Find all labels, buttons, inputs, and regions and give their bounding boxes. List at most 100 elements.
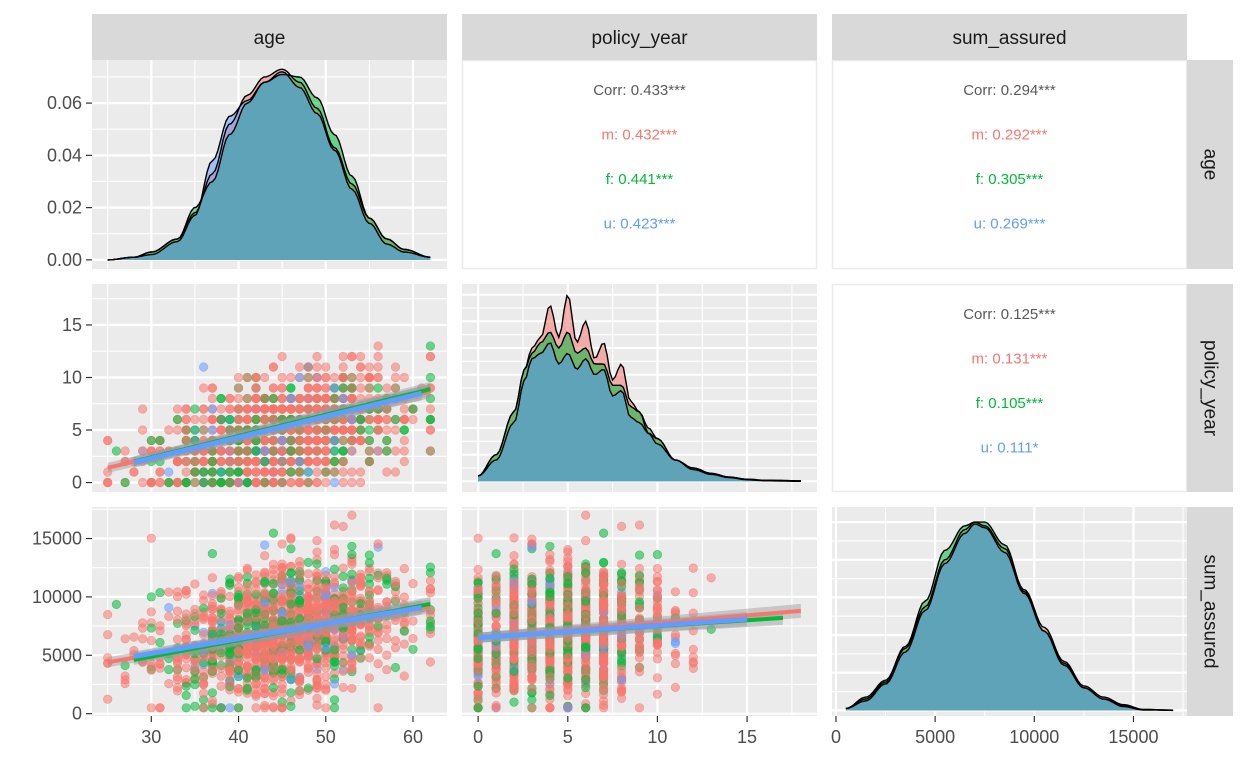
age-policy-year-point (399, 372, 409, 383)
age-sum-assured-point (347, 578, 357, 588)
policy-year-sum-assured-point (616, 559, 627, 569)
age-sum-assured-point (277, 703, 287, 713)
age-policy-year-point (373, 341, 383, 351)
age-sum-assured-point (138, 634, 148, 644)
age-policy-year-point (364, 362, 375, 372)
x-axis-policy-year: 0 5 10 15 (473, 716, 757, 747)
y-tick-label: 10000 (32, 587, 82, 607)
age-policy-year-point (303, 362, 313, 372)
x-tick-label: 0 (831, 727, 841, 747)
age-sum-assured-point (373, 539, 383, 549)
policy-year-sum-assured-point (581, 642, 591, 652)
x-tick-label: 10000 (1009, 727, 1059, 747)
age-sum-assured-point (233, 592, 244, 603)
policy-year-sum-assured-point (634, 550, 645, 560)
age-sum-assured-point (408, 633, 418, 644)
age-policy-year-point (216, 477, 226, 488)
age-sum-assured-point (120, 634, 130, 644)
age-policy-year-point (321, 477, 331, 488)
age-policy-year-point (373, 425, 383, 435)
age-policy-year-point (312, 435, 322, 446)
age-sum-assured-point (425, 584, 436, 594)
age-sum-assured-point (103, 609, 113, 620)
age-sum-assured-point (277, 596, 287, 606)
age-policy-year-point (268, 456, 279, 467)
age-policy-year-point (155, 435, 165, 446)
age-sum-assured-point (295, 689, 305, 700)
age-policy-year-point (347, 467, 357, 477)
policy-year-sum-assured-point (670, 587, 681, 597)
age-sum-assured-point (312, 608, 322, 618)
x-tick-label: 10 (647, 727, 667, 747)
age-sum-assured-point (312, 693, 322, 704)
age-sum-assured-point (347, 636, 357, 646)
policy-year-sum-assured-point (616, 521, 627, 532)
policy-year-sum-assured-point (527, 608, 537, 618)
age-sum-assured-point (408, 578, 418, 589)
y-tick-label: 0 (72, 473, 82, 493)
policy-year-sum-assured-point (545, 654, 555, 664)
age-policy-year-point (373, 351, 383, 362)
correlation-overall: Corr: 0.294*** (963, 82, 1056, 99)
age-policy-year-point (260, 456, 270, 467)
age-sum-assured-point (303, 584, 313, 594)
age-policy-year-regression-line-u (133, 390, 423, 466)
age-policy-year-point (277, 446, 287, 456)
age-policy-year-point (216, 456, 226, 467)
correlation-group-f: f: 0.105*** (976, 395, 1044, 412)
policy-year-sum-assured-point (563, 544, 573, 555)
age-sum-assured-point (364, 558, 375, 568)
age-policy-year-point (103, 435, 113, 446)
policy-year-sum-assured-point (563, 691, 573, 701)
age-sum-assured-point (199, 666, 209, 676)
x-axis-sum-assured: 0 5000 10000 15000 (831, 716, 1158, 747)
policy-year-sum-assured-point (581, 610, 591, 621)
age-sum-assured-point (260, 645, 270, 655)
policy-year-sum-assured-point (509, 533, 519, 543)
age-policy-year-point (312, 383, 322, 393)
policy-year-sum-assured-point (616, 569, 627, 579)
age-sum-assured-point (321, 584, 331, 594)
age-sum-assured-point (199, 703, 209, 713)
x-tick-label: 60 (403, 727, 423, 747)
age-policy-year-point (312, 351, 322, 362)
age-policy-year-point (382, 383, 392, 393)
age-sum-assured-point (216, 671, 226, 681)
age-sum-assured-point (164, 602, 174, 613)
age-sum-assured-point (146, 592, 156, 602)
age-policy-year-point (260, 414, 270, 425)
age-policy-year-point (338, 393, 348, 404)
age-sum-assured-point (277, 572, 287, 583)
age-policy-year-point (120, 477, 130, 488)
age-sum-assured-point (338, 571, 348, 582)
age-policy-year-point (382, 425, 392, 435)
age-sum-assured-point (260, 578, 270, 588)
age-sum-assured-point (321, 643, 331, 653)
age-policy-year-point (321, 383, 331, 393)
age-sum-assured-point (321, 654, 331, 664)
correlation-group-u: u: 0.111* (981, 440, 1039, 457)
age-policy-year-point (233, 372, 244, 383)
age-policy-year-point (425, 425, 436, 435)
age-sum-assured-point (251, 570, 261, 580)
x-tick-label: 50 (316, 727, 336, 747)
age-policy-year-point (286, 456, 296, 467)
policy-year-sum-assured-point (581, 703, 591, 713)
age-policy-year-point (312, 467, 322, 477)
age-policy-year-point (277, 404, 287, 414)
strip-label: sum_assured (1200, 554, 1221, 668)
age-policy-year-point (251, 383, 261, 393)
age-policy-year-point (303, 435, 313, 446)
age-sum-assured-point (268, 528, 279, 538)
age-sum-assured-point (103, 630, 113, 640)
age-sum-assured-point (233, 600, 244, 611)
age-policy-year-point (329, 383, 340, 393)
age-sum-assured-point (233, 684, 244, 694)
age-policy-year-point (303, 372, 313, 383)
policy-year-sum-assured-point (527, 598, 537, 608)
policy-year-sum-assured-point (616, 605, 627, 615)
correlation-panel-age-sum-assured: Corr: 0.294*** m: 0.292*** f: 0.305*** u: 0… (831, 59, 1188, 270)
age-sum-assured-point (382, 665, 392, 675)
age-sum-assured-point (399, 639, 409, 649)
policy-year-sum-assured-point (527, 586, 537, 597)
